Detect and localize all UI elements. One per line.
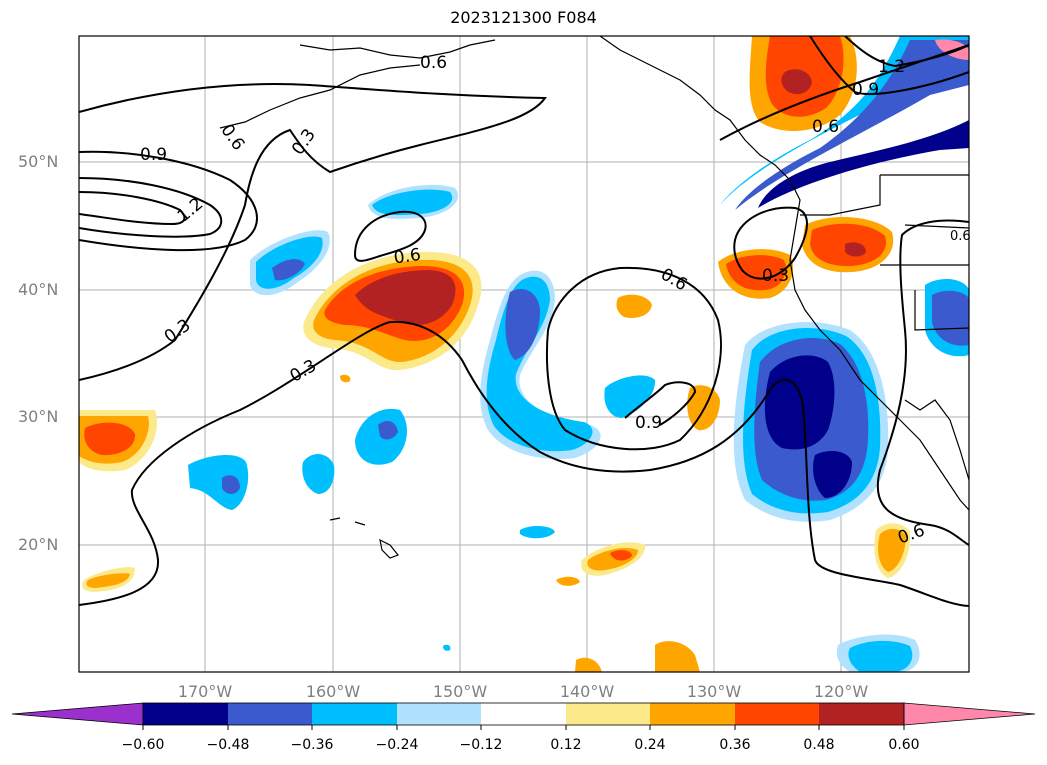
contour-label: 0.9 bbox=[140, 145, 167, 165]
colorbar-segment bbox=[735, 703, 819, 725]
contour-label: 0.3 bbox=[288, 125, 320, 159]
colorbar-segment bbox=[481, 703, 566, 725]
colorbar-tick-label: −0.24 bbox=[375, 737, 419, 753]
contour-label: 0.6 bbox=[393, 245, 423, 269]
map-frame bbox=[78, 35, 970, 673]
colorbar-segment bbox=[228, 703, 312, 725]
contour-label: 1.2 bbox=[174, 194, 208, 227]
colorbar-tick-label: 0.12 bbox=[550, 737, 582, 753]
positive-anomaly-region-northeast bbox=[718, 36, 894, 299]
lon-label: 120°W bbox=[813, 682, 869, 701]
chart-title: 2023121300 F084 bbox=[450, 8, 597, 27]
colorbar-segment bbox=[566, 703, 650, 725]
lon-label: 160°W bbox=[305, 682, 361, 701]
colorbar-segment bbox=[143, 703, 228, 725]
lon-label: 140°W bbox=[559, 682, 615, 701]
contour-label: 0.6 bbox=[812, 117, 839, 137]
contour-label: 0.9 bbox=[635, 413, 662, 433]
colorbar-over-arrow bbox=[903, 702, 1036, 726]
colorbar-tick-label: 0.36 bbox=[719, 737, 751, 753]
lon-label: 130°W bbox=[686, 682, 742, 701]
colorbar-tick-label: 0.60 bbox=[888, 737, 920, 753]
colorbar-segment bbox=[650, 703, 735, 725]
colorbar-tick-label: −0.48 bbox=[206, 737, 250, 753]
colorbar-tick-label: 0.24 bbox=[634, 737, 666, 753]
negative-anomaly-region-central bbox=[188, 184, 920, 672]
contour-lines bbox=[79, 36, 969, 607]
coastlines bbox=[219, 36, 969, 559]
colorbar bbox=[11, 702, 1036, 730]
colorbar-segment bbox=[397, 703, 481, 725]
lat-label: 30°N bbox=[18, 407, 59, 426]
colorbar-segment bbox=[312, 703, 397, 725]
lat-label: 20°N bbox=[18, 535, 59, 554]
lon-label: 170°W bbox=[177, 682, 233, 701]
contour-label: 0.6 bbox=[657, 264, 690, 295]
contour-label: 0.3 bbox=[762, 266, 789, 286]
colorbar-tick-label: −0.60 bbox=[121, 737, 165, 753]
colorbar-tick-label: 0.48 bbox=[803, 737, 835, 753]
contour-label: 0.3 bbox=[161, 315, 195, 347]
contour-label: 0.6 bbox=[950, 229, 971, 244]
lon-label: 150°W bbox=[432, 682, 488, 701]
contour-label: 0.9 bbox=[852, 80, 879, 100]
positive-anomaly-region-misc bbox=[79, 294, 911, 672]
shaded-field bbox=[79, 36, 969, 672]
colorbar-segment bbox=[819, 703, 904, 725]
negative-anomaly-region-east bbox=[720, 36, 969, 522]
contour-label: 0.6 bbox=[420, 53, 447, 73]
contour-label: 1.2 bbox=[878, 57, 905, 77]
colorbar-tick-label: −0.36 bbox=[290, 737, 334, 753]
positive-anomaly-region-central bbox=[303, 251, 482, 371]
lat-label: 40°N bbox=[18, 280, 59, 299]
contour-label: 0.3 bbox=[287, 356, 320, 387]
contour-label: 0.6 bbox=[216, 121, 248, 155]
colorbar-tick-label: −0.12 bbox=[459, 737, 503, 753]
colorbar-under-arrow bbox=[11, 702, 144, 726]
lat-label: 50°N bbox=[18, 152, 59, 171]
